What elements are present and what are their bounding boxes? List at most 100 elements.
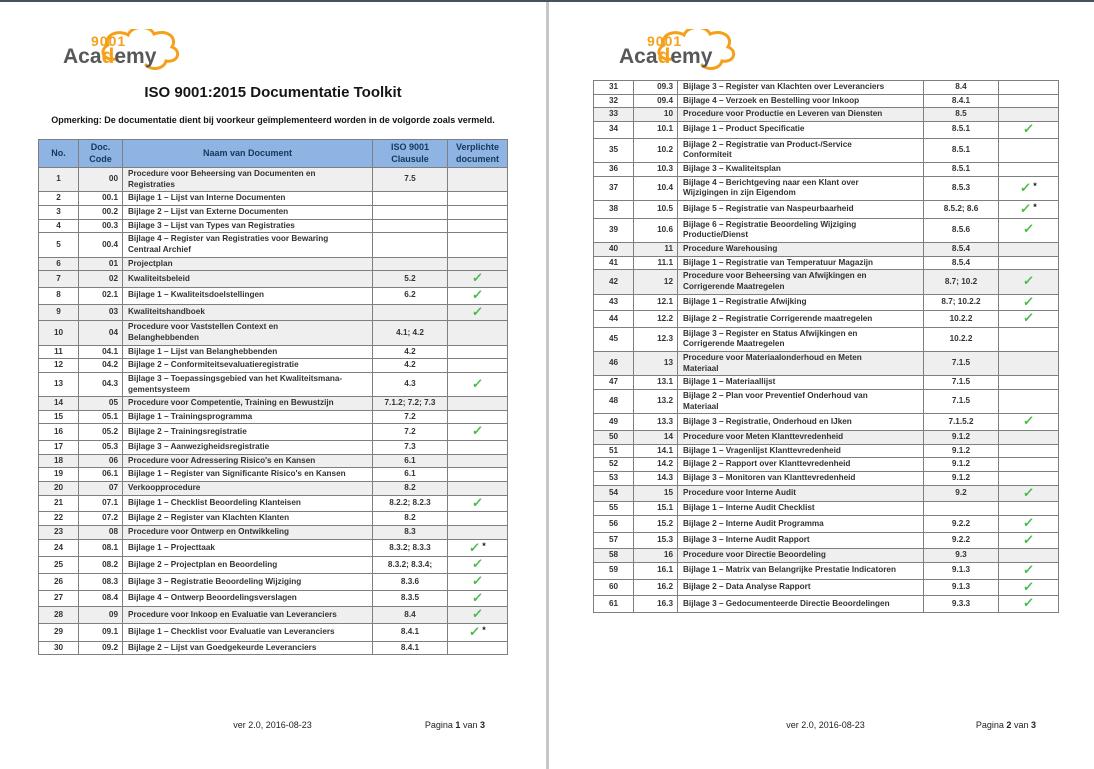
cell-doc-code: 04.3: [78, 371, 123, 398]
cell-no: 42: [593, 269, 634, 295]
cell-no: 61: [593, 595, 634, 613]
cell-doc-code: 12: [633, 269, 678, 295]
cell-clause: 7.1.5: [923, 351, 999, 377]
viewer-top-bar: [0, 0, 1094, 2]
cell-doc-code: 03: [78, 303, 123, 322]
cell-no: 44: [593, 310, 634, 328]
table-row: 1 00 Procedure voor Beheersing van Documen…: [38, 166, 508, 193]
cell-no: 33: [593, 107, 634, 122]
table-row: 15 05.1 Bijlage 1 – Trainingsprogramma 7.2: [38, 409, 508, 425]
checkmark-icon: ✓: [1022, 578, 1035, 594]
cell-mandatory: ✓: [998, 595, 1059, 613]
table-row: 45 12.3 Bijlage 3 – Register en Status Afw…: [593, 326, 1059, 353]
cell-clause: [372, 218, 448, 234]
cell-clause: [372, 191, 448, 206]
cell-mandatory: [998, 107, 1059, 122]
cell-mandatory: [447, 344, 508, 360]
table-row: 5 00.4 Bijlage 4 – Register van Registrati…: [38, 232, 508, 258]
cell-doc-name: Bijlage 3 – Registratie, Onderhoud en IJ…: [677, 413, 924, 432]
cell-no: 34: [593, 120, 634, 139]
cell-mandatory: ✓: [447, 495, 508, 513]
cell-doc-name: Bijlage 1 – Kwaliteitsdoelstellingen: [122, 286, 373, 305]
cell-clause: 7.1.2; 7.2; 7.3: [372, 396, 448, 411]
cell-mandatory: [447, 191, 508, 206]
cell-doc-code: 08.4: [78, 589, 123, 608]
cell-clause: 8.5.4: [923, 241, 999, 257]
cell-no: 36: [593, 161, 634, 177]
cell-mandatory: [447, 525, 508, 540]
cell-doc-name: Procedure voor Materiaalonderhoud en Met…: [677, 351, 924, 377]
logo-word-accent: d: [657, 45, 671, 68]
cell-clause: 8.2: [372, 511, 448, 527]
cell-clause: 8.3.5: [372, 589, 448, 608]
cell-doc-name: Bijlage 1 – Interne Audit Checklist: [677, 501, 924, 516]
cell-no: 25: [38, 556, 79, 575]
cell-no: 60: [593, 578, 634, 597]
cell-mandatory: ✓: [447, 556, 508, 575]
cell-doc-name: Bijlage 3 – Registratie Beoordeling Wijz…: [122, 573, 373, 591]
cell-doc-name: Bijlage 1 – Trainingsprogramma: [122, 409, 373, 425]
cell-mandatory: [447, 320, 508, 346]
cell-clause: 8.7; 10.2.2: [923, 293, 999, 312]
cell-no: 37: [593, 175, 634, 201]
cell-doc-name: Kwaliteitsbeleid: [122, 270, 373, 288]
cell-doc-code: 13.2: [633, 389, 678, 415]
cell-mandatory: [447, 204, 508, 220]
table-row: 56 15.2 Bijlage 2 – Interne Audit Programm…: [593, 515, 1059, 533]
cell-clause: 8.3.2; 8.3.4;: [372, 556, 448, 575]
cell-doc-code: 12.1: [633, 293, 678, 312]
cell-no: 15: [38, 409, 79, 425]
cell-no: 55: [593, 501, 634, 516]
cell-no: 20: [38, 481, 79, 496]
cell-doc-name: Bijlage 1 – Checklist voor Evaluatie van…: [122, 623, 373, 642]
document-page-1: 9001 Academy ISO 9001:2015 Documentatie …: [0, 2, 546, 769]
cell-no: 48: [593, 389, 634, 415]
table-row: 13 04.3 Bijlage 3 – Toepassingsgebied van …: [38, 371, 508, 398]
cell-doc-name: Bijlage 5 – Registratie van Naspeurbaarh…: [677, 199, 924, 219]
cell-clause: 7.2: [372, 423, 448, 442]
table-row: 21 07.1 Bijlage 1 – Checklist Beoordeling …: [38, 494, 508, 513]
cell-doc-code: 16.2: [633, 578, 678, 597]
cell-clause: 4.3: [372, 371, 448, 398]
cell-no: 11: [38, 344, 79, 360]
cell-clause: 7.5: [372, 166, 448, 193]
cell-clause: 8.5.6: [923, 217, 999, 243]
cell-doc-name: Procedure Warehousing: [677, 241, 924, 257]
cell-clause: 9.1.2: [923, 471, 999, 486]
cell-doc-code: 07.1: [78, 494, 123, 513]
checkmark-icon: ✓: [468, 624, 482, 639]
cell-clause: [372, 232, 448, 258]
cloud-icon: [101, 29, 180, 70]
cell-clause: 9.1.2: [923, 443, 999, 459]
cell-no: 51: [593, 443, 634, 459]
cell-no: 6: [38, 256, 79, 272]
cell-doc-code: 12.2: [633, 310, 678, 328]
asterisk-mark: *: [482, 540, 486, 551]
cell-clause: 7.1.5: [923, 389, 999, 415]
cell-doc-code: 14.3: [633, 471, 678, 486]
cell-no: 28: [38, 606, 79, 624]
logo-word-post: emy: [114, 45, 157, 68]
cell-clause: 8.3.2; 8.3.3: [372, 538, 448, 558]
cell-doc-code: 05.2: [78, 423, 123, 442]
cell-no: 21: [38, 494, 79, 513]
cell-mandatory: [447, 218, 508, 234]
cell-clause: [923, 501, 999, 516]
academy-9001-logo: 9001 Academy: [618, 29, 740, 83]
cell-doc-name: Bijlage 1 – Vragenlijst Klanttevredenhei…: [677, 443, 924, 459]
cell-clause: 4.1; 4.2: [372, 320, 448, 346]
cell-mandatory: ✓: [447, 606, 508, 624]
table-row: 14 05 Procedure voor Competentie, Training…: [38, 396, 508, 411]
cell-doc-code: 09.2: [78, 640, 123, 656]
cell-no: 22: [38, 511, 79, 527]
cell-no: 39: [593, 217, 634, 243]
page-divider: [546, 2, 549, 769]
cell-clause: 8.3.6: [372, 573, 448, 591]
table-row: 20 07 Verkoopprocedure 8.2: [38, 481, 508, 496]
cell-clause: 8.4: [923, 80, 999, 95]
header-doc-code: Doc. Code: [78, 139, 123, 168]
checkmark-icon: ✓: [1022, 293, 1035, 309]
checkmark-icon: ✓: [471, 606, 484, 622]
checkmark-icon: ✓: [1022, 310, 1035, 326]
cell-no: 13: [38, 371, 79, 398]
